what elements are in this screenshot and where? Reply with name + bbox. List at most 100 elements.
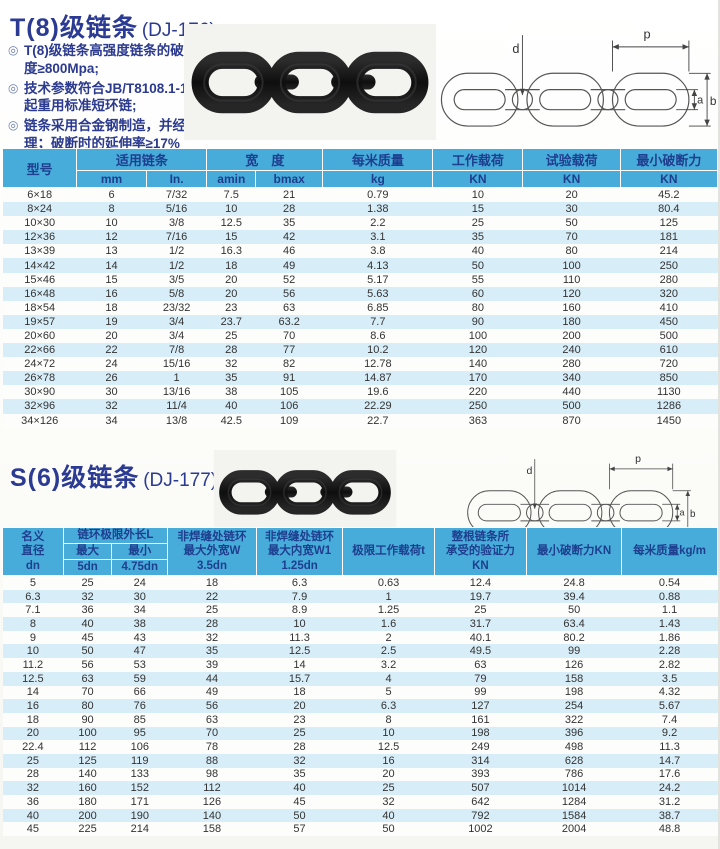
table-cell: 850 [659,372,679,385]
table-cell: 28 [26,768,39,781]
table-cell: 45 [293,795,306,808]
table-cell: 7.5 [223,189,239,202]
table-cell: 440 [562,386,581,399]
table-cell: 250 [659,259,679,272]
table-cell: 280 [562,358,581,371]
table-cell: 60 [471,287,485,300]
chain-photo-image [184,24,436,140]
table-cell: 249 [471,741,490,754]
table-cell: 90 [81,713,94,726]
table-row: 22×66 22 7/8 28 77 10.2 120 240 610 [2,343,718,358]
table-row: 45 225 214 158 57 50 1002 2004 48.8 [2,822,718,837]
table-cell: 10 [471,189,485,202]
table-cell: 22 [205,590,219,603]
table-cell: 2.28 [658,645,681,658]
table-cell: 15.7 [288,672,311,685]
table-cell: 56 [81,658,94,671]
column-header-dn: 名义 直径 dn [2,527,64,576]
bullet-icon: ◎ [8,80,19,95]
table-cell: 0.79 [367,189,389,202]
table-row: 8×24 8 5/16 10 28 1.38 15 30 80.4 [2,202,718,217]
table-cell: 13 [105,245,118,258]
table-cell: 80.2 [563,631,585,644]
table-cell: 8×24 [27,203,53,216]
table-cell: 99 [567,645,581,658]
table-cell: 19.7 [469,590,492,603]
table-cell: 4 [385,672,392,685]
table-cell: 32 [81,590,94,603]
table-cell: 10 [26,645,39,658]
table-cell: 23 [293,713,306,726]
dim-label-p: p [644,27,651,42]
table-cell: 140 [202,809,222,822]
table-cell: 7/32 [165,189,188,202]
table-cell: 158 [564,672,584,685]
table-cell: 500 [659,329,679,342]
table-cell: 49 [283,259,296,272]
table-cell: 12.5 [288,645,311,658]
table-cell: 109 [280,414,299,427]
table-cell: 3/4 [168,329,185,342]
table-cell: 15 [471,203,485,216]
column-header-work-load: 极限工作载荷t [342,527,435,576]
table-cell: 50 [382,823,395,836]
table-cell: 6.3 [291,576,308,589]
table-cell: 20 [105,329,118,342]
column-header-chain: 适用链条 [76,148,208,171]
table-cell: 13/8 [165,414,188,427]
table-cell: 35 [225,372,238,385]
table-cell: 78 [205,741,219,754]
table-cell: 28 [283,203,296,216]
table-cell: 3/5 [168,273,185,286]
bullet-text: 链条采用合金钢制造，并经热处理；破断时的延伸率≥17% [24,118,213,152]
table-cell: 120 [468,344,488,357]
table-cell: 140 [468,358,488,371]
table-cell: 20 [565,189,578,202]
table-cell: 40.1 [469,631,492,644]
table-cell: 22.7 [367,414,389,427]
table-cell: 19×57 [24,315,56,328]
table-cell: 39 [205,658,219,671]
table-row: 28 140 133 98 35 20 393 786 17.6 [2,767,718,782]
table-cell: 25 [81,576,94,589]
table-cell: 32 [293,754,306,767]
table-row: 16 80 76 56 20 6.3 127 254 5.67 [2,699,718,713]
table-cell: 127 [471,700,490,713]
column-header-mass: 每米质量kg/m [621,527,718,576]
table-cell: 25 [382,782,395,795]
table-cell: 19 [105,315,118,328]
table-cell: 100 [562,259,581,272]
t8-feature-list: ◎ T(8)级链条高强度链条的破断强度≥800Mpa; ◎ 技术参数符合JB/T… [8,42,220,155]
table-cell: 7.7 [370,315,386,328]
table-cell: 119 [130,754,149,767]
table-cell: 70 [81,686,94,699]
table-cell: 18 [26,713,39,726]
column-header-mass: 每米质量 [322,148,434,171]
title-text: S(6)级链条 [10,464,140,492]
bullet-icon: ◎ [8,118,19,133]
list-item: ◎ T(8)级链条高强度链条的破断强度≥800Mpa; [8,42,220,78]
table-cell: 100 [78,727,97,740]
table-cell: 40 [26,809,39,822]
table-cell: 11.3 [659,741,680,754]
table-cell: 25 [471,217,485,230]
table-cell: 500 [562,400,581,413]
table-cell: 13/16 [162,386,191,399]
table-cell: 19.6 [367,386,389,399]
dim-label-p: p [635,453,641,465]
title-text: T(8)级链条 [10,14,138,42]
table-cell: 8.6 [370,329,386,342]
table-cell: 240 [562,344,581,357]
table-cell: 66 [133,686,146,699]
table-cell: 28 [205,617,219,630]
table-cell: 25 [26,754,39,767]
column-subheader-mm: mm [76,170,147,188]
table-cell: 20 [382,768,395,781]
table-cell: 225 [78,823,97,836]
table-cell: 16.3 [220,245,242,258]
table-cell: 45 [26,823,39,836]
table-cell: 7.9 [291,590,308,603]
table-cell: 20 [293,700,306,713]
table-cell: 99 [474,686,487,699]
table-cell: 12.5 [377,741,400,754]
